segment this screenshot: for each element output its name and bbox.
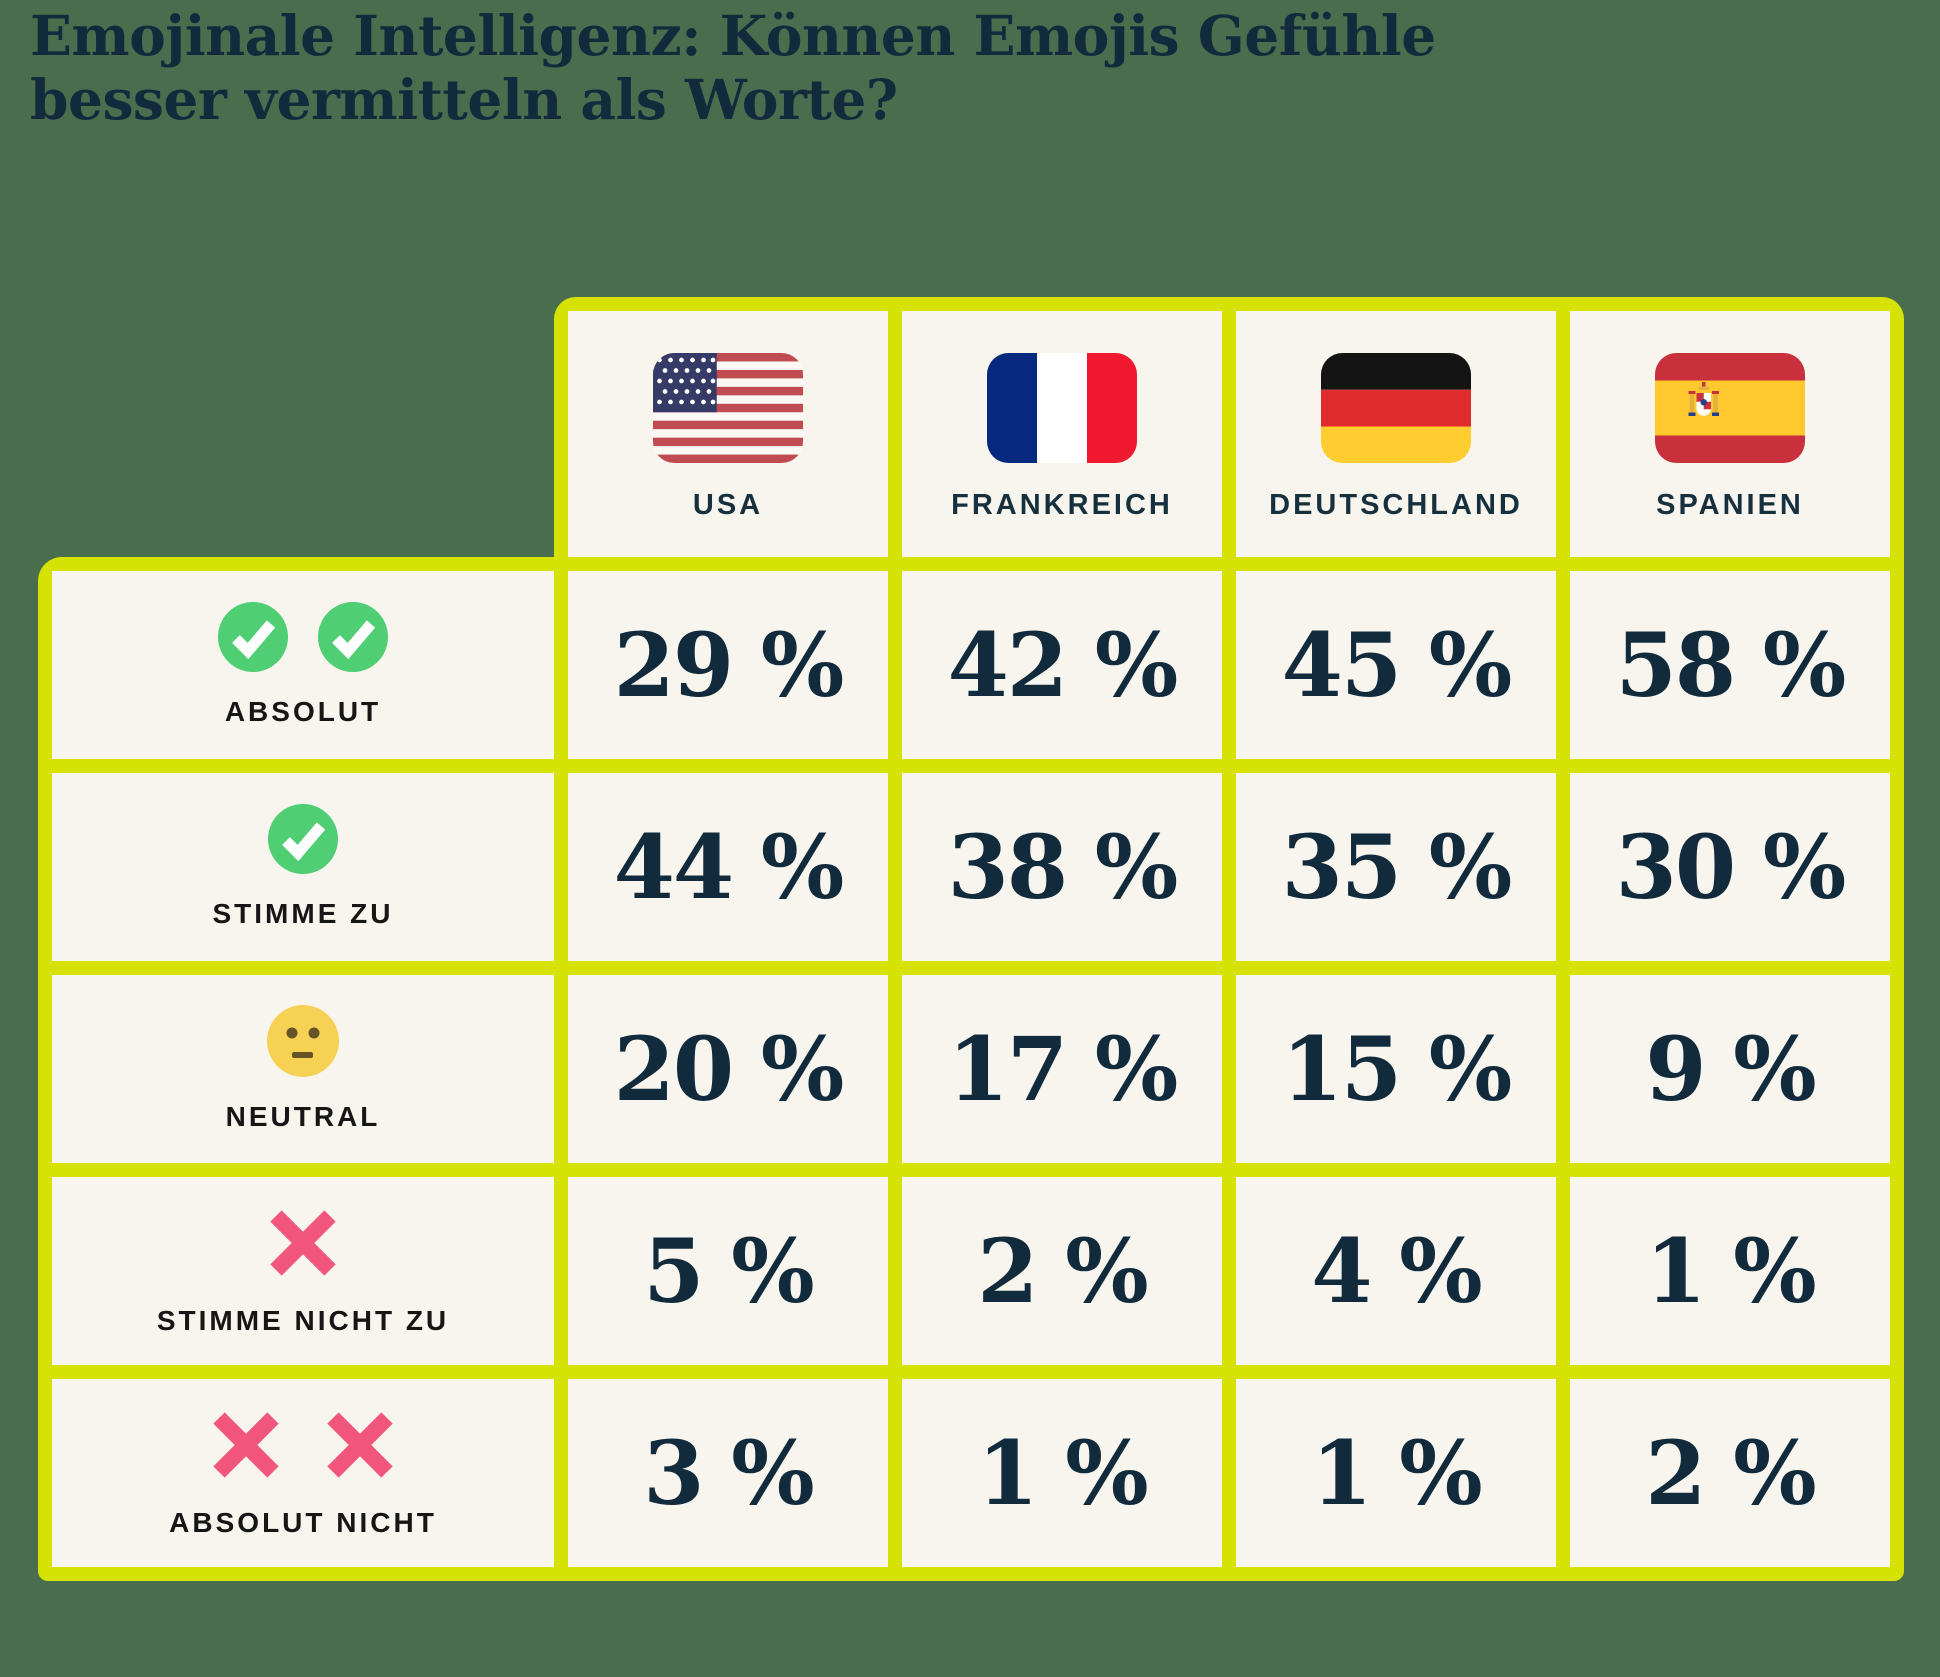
- table-cell: 29 %: [568, 571, 888, 759]
- row-header-absolut: ABSOLUT: [52, 571, 554, 759]
- table-cell: 35 %: [1236, 773, 1556, 961]
- row-label: ABSOLUT NICHT: [169, 1507, 437, 1538]
- country-header-row: USA FRANKREICH DEUTSCHLAND SPANIEN: [554, 297, 1904, 557]
- table-cell: 2 %: [902, 1177, 1222, 1365]
- results-table: ABSOLUT 29 % 42 % 45 % 58 % STIMME ZU 44…: [38, 557, 1904, 1581]
- table-cell: 38 %: [902, 773, 1222, 961]
- table-cell: 3 %: [568, 1379, 888, 1567]
- table-cell: 2 %: [1570, 1379, 1890, 1567]
- header-cell-usa: USA: [568, 311, 888, 557]
- table-cell: 4 %: [1236, 1177, 1556, 1365]
- table-cell: 5 %: [568, 1177, 888, 1365]
- header-cell-spain: SPANIEN: [1570, 311, 1890, 557]
- check-circle-icon: [218, 602, 288, 672]
- usa-flag-icon: [653, 353, 803, 463]
- row-header-stimme-zu: STIMME ZU: [52, 773, 554, 961]
- check-circle-icon: [318, 602, 388, 672]
- table-cell: 58 %: [1570, 571, 1890, 759]
- neutral-face-icon: [267, 1005, 339, 1077]
- table-cell: 45 %: [1236, 571, 1556, 759]
- table-cell: 1 %: [902, 1379, 1222, 1567]
- spain-flag-icon: [1655, 353, 1805, 463]
- country-label: FRANKREICH: [951, 488, 1173, 521]
- table-cell: 20 %: [568, 975, 888, 1163]
- country-label: USA: [692, 488, 764, 521]
- table-cell: 44 %: [568, 773, 888, 961]
- header-cell-germany: DEUTSCHLAND: [1236, 311, 1556, 557]
- row-label: STIMME NICHT ZU: [156, 1305, 450, 1336]
- germany-flag-icon: [1321, 353, 1471, 463]
- row-header-absolut-nicht: ABSOLUT NICHT: [52, 1379, 554, 1567]
- page-title: Emojinale Intelligenz: Können Emojis Gef…: [30, 3, 1436, 133]
- row-label: STIMME ZU: [212, 898, 394, 929]
- cross-mark-icon: [208, 1407, 284, 1483]
- france-flag-icon: [987, 353, 1137, 463]
- table-cell: 30 %: [1570, 773, 1890, 961]
- row-label: ABSOLUT: [224, 696, 382, 727]
- header-cell-france: FRANKREICH: [902, 311, 1222, 557]
- country-label: SPANIEN: [1656, 488, 1804, 521]
- table-cell: 15 %: [1236, 975, 1556, 1163]
- row-header-neutral: NEUTRAL: [52, 975, 554, 1163]
- country-label: DEUTSCHLAND: [1269, 488, 1523, 521]
- row-label: NEUTRAL: [225, 1101, 381, 1132]
- cross-mark-icon: [322, 1407, 398, 1483]
- table-cell: 1 %: [1236, 1379, 1556, 1567]
- table-cell: 1 %: [1570, 1177, 1890, 1365]
- check-circle-icon: [268, 804, 338, 874]
- table-cell: 17 %: [902, 975, 1222, 1163]
- table-cell: 9 %: [1570, 975, 1890, 1163]
- table-cell: 42 %: [902, 571, 1222, 759]
- row-header-stimme-nicht-zu: STIMME NICHT ZU: [52, 1177, 554, 1365]
- cross-mark-icon: [265, 1205, 341, 1281]
